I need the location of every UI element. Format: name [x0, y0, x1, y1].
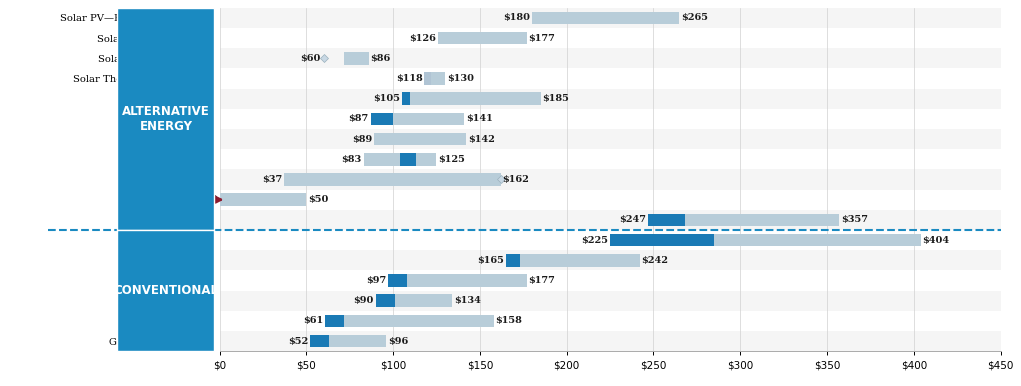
Text: $247: $247: [620, 215, 646, 224]
Bar: [284, 173, 500, 186]
Bar: [220, 210, 1001, 230]
Text: $60: $60: [300, 54, 321, 63]
Text: ALTERNATIVE
ENERGY: ALTERNATIVE ENERGY: [123, 105, 209, 133]
Bar: [371, 113, 465, 125]
Bar: [220, 109, 1001, 129]
Text: $177: $177: [529, 34, 555, 42]
Bar: [425, 72, 445, 85]
Bar: [425, 72, 431, 85]
Bar: [220, 149, 1001, 169]
Bar: [220, 291, 1001, 311]
Text: $180: $180: [503, 14, 530, 22]
Text: $177: $177: [529, 276, 555, 285]
Bar: [344, 52, 369, 64]
Text: $125: $125: [438, 155, 466, 164]
Text: $61: $61: [303, 317, 324, 325]
Bar: [220, 193, 306, 206]
Text: $83: $83: [342, 155, 361, 164]
Bar: [309, 335, 329, 347]
Text: $357: $357: [841, 215, 868, 224]
Text: $126: $126: [409, 34, 436, 42]
Bar: [326, 315, 344, 327]
Bar: [220, 169, 1001, 190]
Text: $141: $141: [466, 114, 493, 124]
Bar: [506, 254, 639, 267]
Bar: [438, 32, 527, 44]
Bar: [388, 274, 407, 287]
Text: $50: $50: [308, 195, 329, 204]
Text: $105: $105: [373, 94, 400, 103]
Bar: [220, 311, 1001, 331]
Bar: [374, 133, 466, 146]
Text: $86: $86: [371, 54, 391, 63]
Text: $118: $118: [396, 74, 423, 83]
Text: CONVENTIONAL: CONVENTIONAL: [113, 284, 218, 297]
Text: $134: $134: [453, 296, 481, 305]
Bar: [401, 92, 541, 105]
Bar: [220, 331, 1001, 351]
Bar: [220, 28, 1001, 48]
Bar: [220, 88, 1001, 109]
Bar: [220, 68, 1001, 88]
Bar: [376, 295, 452, 307]
Bar: [220, 190, 1001, 210]
Text: $225: $225: [581, 235, 609, 245]
Text: $242: $242: [641, 256, 669, 265]
Bar: [363, 153, 436, 166]
Text: $130: $130: [447, 74, 474, 83]
Bar: [532, 12, 679, 24]
Text: $165: $165: [477, 256, 504, 265]
Bar: [388, 274, 527, 287]
Text: $158: $158: [495, 317, 523, 325]
Bar: [326, 315, 494, 327]
Text: $87: $87: [348, 114, 369, 124]
Text: $0: $0: [204, 195, 217, 204]
Text: $162: $162: [502, 175, 529, 184]
Text: $37: $37: [261, 175, 282, 184]
Text: $404: $404: [922, 235, 950, 245]
Bar: [220, 129, 1001, 149]
Bar: [610, 234, 714, 246]
Text: $52: $52: [288, 337, 308, 345]
Text: $97: $97: [366, 276, 386, 285]
Text: $96: $96: [388, 337, 408, 345]
Bar: [610, 234, 921, 246]
Bar: [220, 250, 1001, 271]
Text: $142: $142: [468, 135, 494, 144]
Bar: [401, 92, 410, 105]
Bar: [220, 48, 1001, 68]
Bar: [648, 213, 839, 226]
Bar: [220, 230, 1001, 250]
Bar: [220, 8, 1001, 28]
Bar: [376, 295, 395, 307]
Text: $265: $265: [681, 14, 709, 22]
Bar: [371, 113, 393, 125]
Bar: [506, 254, 520, 267]
Bar: [400, 153, 416, 166]
Bar: [309, 335, 386, 347]
Text: $90: $90: [353, 296, 374, 305]
Bar: [220, 271, 1001, 291]
Text: $89: $89: [352, 135, 373, 144]
Bar: [648, 213, 685, 226]
Text: $185: $185: [542, 94, 570, 103]
